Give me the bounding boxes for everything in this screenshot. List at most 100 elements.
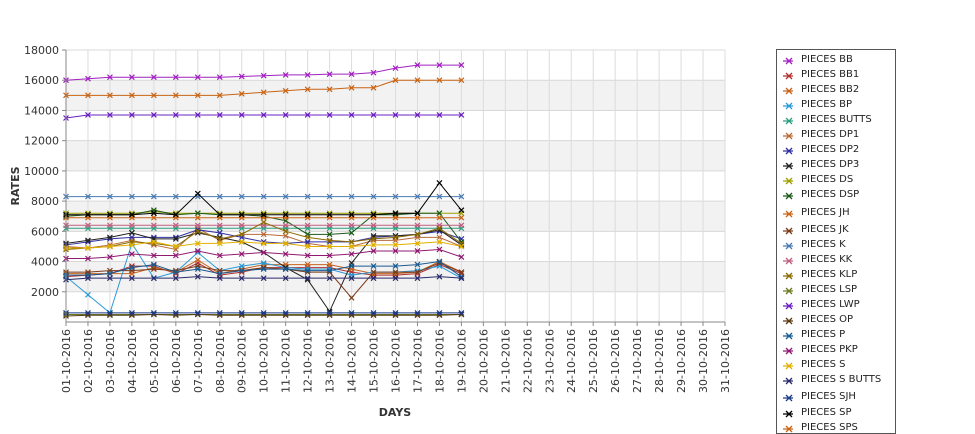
data-point bbox=[304, 267, 311, 274]
legend-marker-icon bbox=[783, 332, 793, 340]
data-point bbox=[85, 237, 91, 244]
data-point bbox=[348, 263, 355, 270]
data-point bbox=[128, 234, 135, 241]
data-point bbox=[436, 234, 443, 241]
data-point bbox=[128, 193, 135, 200]
data-point bbox=[370, 112, 377, 118]
data-point bbox=[348, 229, 355, 236]
data-point bbox=[216, 235, 223, 242]
data-point bbox=[392, 193, 399, 200]
data-point bbox=[436, 310, 443, 316]
data-point bbox=[392, 222, 399, 229]
legend-item: PIECES BP bbox=[777, 98, 895, 113]
data-point bbox=[216, 275, 223, 282]
data-point bbox=[282, 232, 289, 239]
data-point bbox=[216, 310, 223, 316]
data-point bbox=[436, 246, 443, 253]
data-point bbox=[172, 74, 179, 81]
data-point bbox=[107, 211, 113, 218]
data-point bbox=[238, 312, 245, 319]
data-point bbox=[348, 84, 355, 91]
data-point bbox=[194, 228, 201, 235]
data-point bbox=[436, 225, 443, 232]
x-tick-label: 15-10-2016 bbox=[368, 329, 381, 393]
data-point bbox=[150, 238, 157, 245]
data-point bbox=[370, 248, 377, 254]
legend-item: PIECES DP1 bbox=[777, 128, 895, 143]
data-point bbox=[238, 90, 245, 97]
data-point bbox=[414, 240, 421, 247]
data-point bbox=[458, 238, 465, 245]
x-tick-label: 26-10-2016 bbox=[609, 329, 622, 393]
data-point bbox=[392, 77, 399, 84]
data-point bbox=[304, 193, 311, 200]
legend-item: PIECES DSP bbox=[777, 188, 895, 203]
data-point bbox=[414, 77, 421, 84]
legend-item: PIECES SPS bbox=[777, 421, 895, 433]
data-point bbox=[436, 238, 443, 245]
legend-label: PIECES PKP bbox=[801, 344, 858, 355]
y-tick-labels: 2000 4000 6000 8000 10000 12000 14000 16000 1800… bbox=[24, 44, 59, 299]
data-point bbox=[370, 312, 377, 319]
legend-marker-icon bbox=[783, 347, 793, 355]
data-point bbox=[414, 210, 421, 217]
legend-label: PIECES K bbox=[801, 239, 846, 250]
y-tick-label: 4000 bbox=[31, 256, 59, 269]
y-tick-label: 2000 bbox=[31, 286, 59, 299]
data-point bbox=[458, 269, 465, 276]
legend-label: PIECES S bbox=[801, 359, 846, 370]
data-point bbox=[304, 261, 311, 268]
data-point bbox=[172, 112, 179, 118]
data-point bbox=[150, 266, 157, 273]
legend-marker-icon bbox=[783, 147, 793, 155]
data-point bbox=[282, 112, 289, 118]
legend-label: PIECES DP2 bbox=[801, 144, 860, 155]
data-point bbox=[392, 112, 399, 118]
data-point bbox=[238, 238, 245, 245]
data-point bbox=[172, 92, 179, 99]
data-point bbox=[216, 112, 223, 118]
data-point bbox=[128, 251, 135, 257]
legend-item: PIECES DP2 bbox=[777, 143, 895, 158]
data-point bbox=[370, 263, 377, 270]
y-axis-title: RATES bbox=[9, 166, 22, 205]
x-tick-label: 27-10-2016 bbox=[631, 329, 644, 393]
data-point bbox=[392, 275, 399, 282]
data-point bbox=[414, 310, 421, 316]
data-point bbox=[282, 72, 289, 78]
data-point bbox=[458, 310, 465, 316]
legend-item: PIECES S BUTTS bbox=[777, 373, 895, 388]
data-point bbox=[260, 231, 267, 238]
data-point bbox=[326, 237, 333, 244]
legend-label: PIECES DSP bbox=[801, 189, 860, 200]
legend-label: PIECES BP bbox=[801, 99, 853, 110]
legend-label: PIECES DP1 bbox=[801, 129, 860, 140]
series bbox=[63, 246, 465, 262]
x-tick-label: 25-10-2016 bbox=[587, 329, 600, 393]
y-tick-label: 12000 bbox=[24, 135, 59, 148]
legend-marker-icon bbox=[783, 272, 793, 280]
line-chart: 2000 4000 6000 8000 10000 12000 14000 16000 1800… bbox=[9, 44, 732, 419]
data-point bbox=[370, 235, 377, 242]
data-point bbox=[238, 251, 245, 257]
x-tick-label: 06-10-2016 bbox=[170, 329, 183, 393]
series bbox=[63, 77, 465, 99]
x-tick-label: 04-10-2016 bbox=[126, 329, 139, 393]
legend-marker-icon bbox=[783, 242, 793, 250]
data-point bbox=[370, 242, 377, 248]
data-point bbox=[414, 312, 421, 319]
data-point bbox=[436, 226, 443, 233]
x-tick-label: 12-10-2016 bbox=[302, 329, 315, 393]
data-point bbox=[128, 275, 135, 282]
x-tick-label: 16-10-2016 bbox=[390, 329, 403, 393]
data-point bbox=[194, 222, 201, 229]
x-tick-label: 19-10-2016 bbox=[455, 329, 468, 393]
legend-marker-icon bbox=[783, 162, 793, 170]
data-point bbox=[304, 252, 311, 259]
x-tick-label: 29-10-2016 bbox=[675, 329, 688, 393]
legend-label: PIECES KLP bbox=[801, 269, 858, 280]
data-point bbox=[392, 242, 399, 248]
data-point bbox=[392, 312, 399, 319]
x-tick-label: 31-10-2016 bbox=[719, 329, 732, 393]
data-point bbox=[194, 310, 201, 316]
